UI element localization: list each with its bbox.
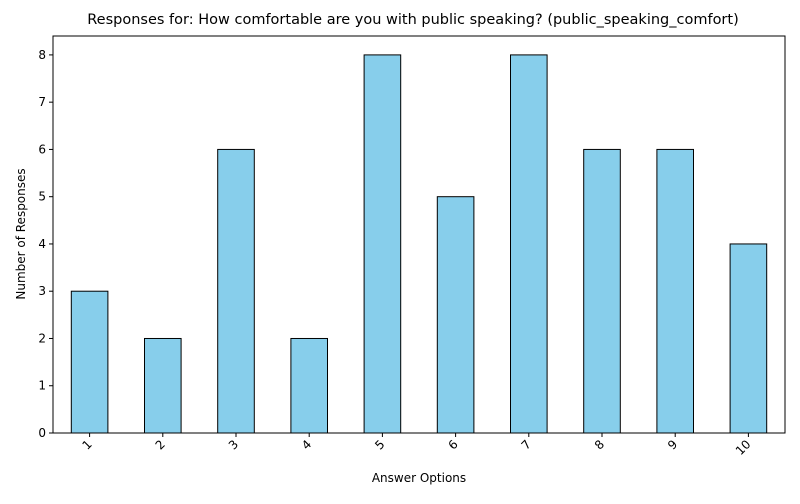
y-axis-label: Number of Responses (14, 168, 28, 299)
y-tick-label: 2 (38, 331, 46, 345)
y-tick-label: 1 (38, 379, 46, 393)
x-axis: 1 2 3 4 5 6 7 8 9 10 (79, 433, 754, 458)
y-tick-label: 8 (38, 48, 46, 62)
x-tick-label: 7 (519, 437, 534, 452)
x-tick-label: 9 (665, 437, 680, 452)
bar-2 (144, 337, 182, 434)
bar-7 (510, 54, 548, 434)
bar-9 (656, 148, 695, 434)
y-tick-label: 4 (38, 237, 46, 251)
x-tick-label: 5 (372, 437, 387, 452)
x-tick-label: 4 (299, 437, 314, 452)
bar-10 (729, 243, 768, 434)
plot-area (52, 35, 786, 434)
plot-frame (52, 35, 786, 434)
x-tick-label: 1 (79, 437, 94, 452)
x-tick-label: 2 (153, 437, 168, 452)
bar-4 (290, 337, 328, 434)
y-tick-label: 3 (38, 284, 46, 298)
x-axis-label: Answer Options (372, 471, 466, 485)
y-tick-label: 0 (38, 426, 46, 440)
bar-6 (436, 196, 475, 434)
chart-title: Responses for: How comfortable are you w… (87, 12, 739, 28)
y-tick-label: 5 (38, 190, 46, 204)
bar-8 (583, 148, 621, 434)
y-axis: 0 1 2 3 4 5 6 7 8 (38, 48, 53, 440)
y-tick-label: 6 (38, 142, 46, 156)
bar-1 (70, 290, 109, 434)
bar-5 (363, 54, 402, 434)
x-tick-label: 8 (592, 437, 607, 452)
x-tick-label: 3 (226, 437, 241, 452)
x-tick-label: 10 (733, 437, 754, 458)
bar-3 (217, 148, 255, 434)
x-tick-label: 6 (445, 437, 460, 452)
y-tick-label: 7 (38, 95, 46, 109)
